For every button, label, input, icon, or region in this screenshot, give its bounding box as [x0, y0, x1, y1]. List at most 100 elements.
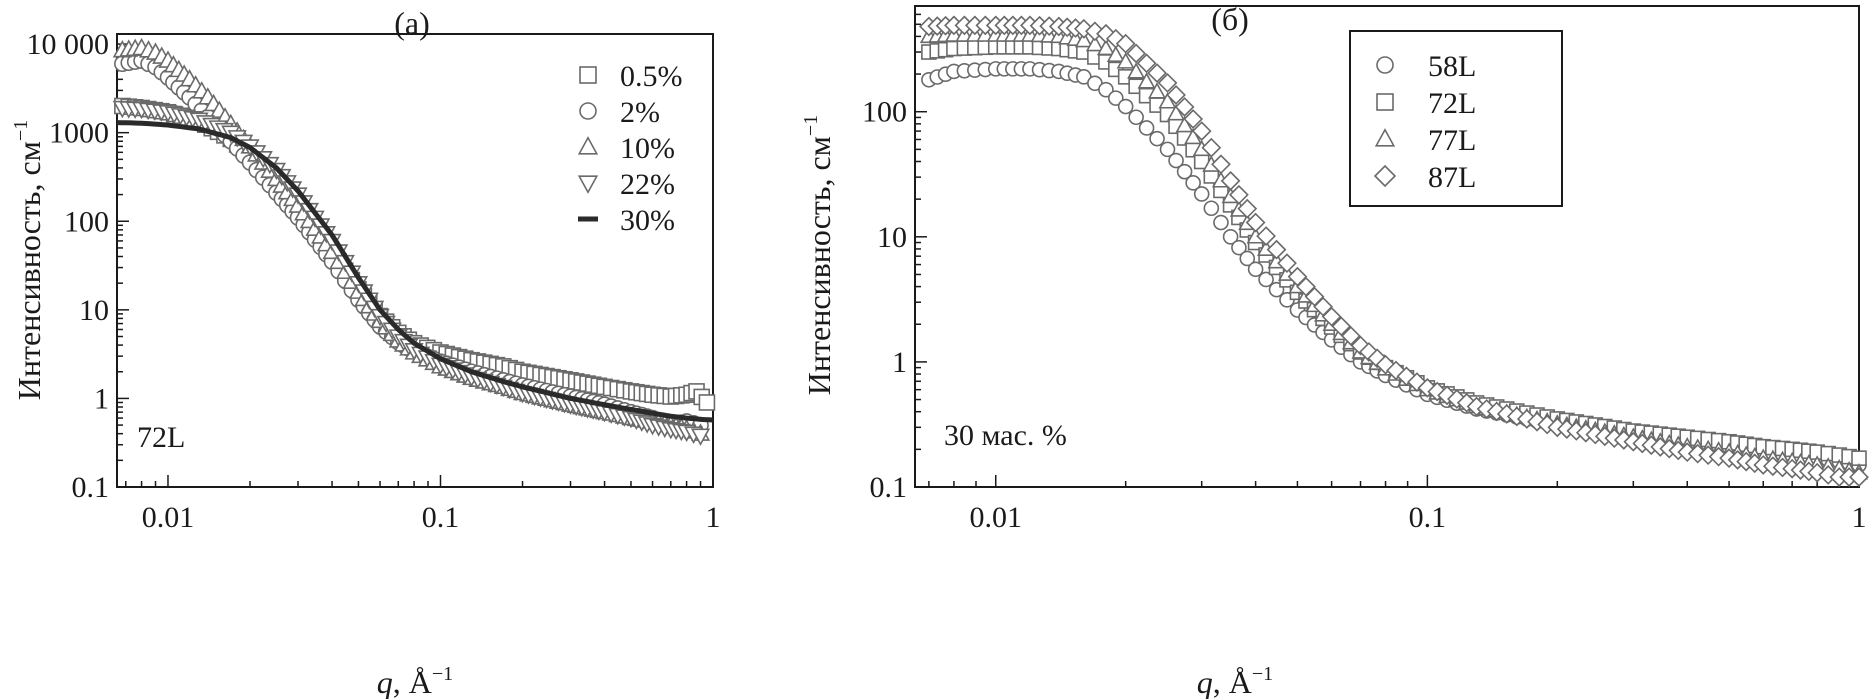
- data-point: [1213, 214, 1229, 231]
- data-point: [1127, 62, 1146, 79]
- data-point: [1074, 30, 1093, 48]
- data-point: [1341, 326, 1361, 346]
- data-point: [1245, 212, 1266, 233]
- y-tick-label: 0.1: [870, 471, 908, 504]
- data-point: [1247, 261, 1264, 278]
- legend-marker: [1373, 164, 1397, 188]
- series-30%: [116, 120, 714, 423]
- data-point: [1331, 316, 1352, 337]
- y-tick-label: 10: [877, 221, 907, 254]
- x-tick-label: 0.1: [1409, 501, 1447, 534]
- y-tick-label: 100: [64, 205, 109, 238]
- data-point: [1167, 103, 1186, 121]
- x-tick-label: 1: [1852, 501, 1867, 534]
- x-tick-label: 1: [706, 501, 721, 534]
- data-point: [1220, 170, 1241, 191]
- legend-item: 10%: [577, 132, 675, 165]
- legend-item: 72L: [1376, 87, 1476, 120]
- data-point: [1174, 97, 1195, 117]
- legend-item: 0.5%: [579, 60, 683, 93]
- data-point: [1108, 90, 1124, 106]
- panel-b-y-axis-label-text: Интенсивность, см: [801, 136, 837, 395]
- data-point: [1157, 73, 1178, 93]
- legend-label: 58L: [1428, 50, 1476, 83]
- legend-label: 0.5%: [620, 60, 683, 93]
- data-point: [690, 428, 711, 446]
- data-point: [1137, 72, 1156, 89]
- x-tick-label: 0.01: [142, 501, 195, 534]
- panel-a-y-axis-label: Интенсивность, см−1: [10, 120, 47, 400]
- data-point: [1191, 121, 1212, 141]
- panel-b-x-axis-label: q, Å−1: [1197, 663, 1273, 699]
- legend-label: 2%: [620, 96, 660, 129]
- data-point: [1266, 239, 1287, 260]
- data-point: [1106, 45, 1125, 62]
- data-point: [1098, 81, 1114, 98]
- data-point: [1176, 163, 1193, 180]
- data-point: [1096, 38, 1115, 56]
- data-point: [1222, 229, 1239, 245]
- legend-marker: [1374, 128, 1396, 147]
- y-tick-label: 1: [94, 382, 109, 415]
- panel-b-x-axis-label-var: q: [1197, 664, 1213, 699]
- legend-label: 77L: [1428, 124, 1476, 157]
- legend-label: 22%: [620, 168, 675, 201]
- panel-a-y-axis-label-text: Интенсивность, см: [11, 141, 47, 400]
- legend-item: 30%: [578, 204, 675, 237]
- panel-b-legend: 58L 72L 77L 87L: [1373, 50, 1476, 194]
- legend-marker: [577, 136, 599, 155]
- data-point: [1085, 34, 1104, 52]
- data-point: [1185, 175, 1201, 191]
- y-tick-label: 100: [862, 96, 907, 129]
- panel-b-x-axis-label-unit: , Å: [1213, 664, 1252, 699]
- legend-item: 22%: [577, 168, 675, 201]
- series-87L: [919, 15, 1869, 487]
- legend-marker: [1376, 93, 1394, 111]
- data-point: [1849, 467, 1869, 487]
- data-point: [1258, 271, 1274, 288]
- legend-item: 58L: [1376, 50, 1476, 83]
- panel-a-title: (а): [394, 5, 430, 41]
- panel-a-legend: 0.5%2%10%22%30%: [577, 60, 683, 237]
- data-point: [1193, 186, 1210, 202]
- panel-a-x-axis-label-var: q: [377, 664, 393, 699]
- data-point: [1184, 127, 1203, 145]
- data-point: [1148, 82, 1167, 99]
- data-point: [1128, 109, 1144, 126]
- panel-b-plot-frame: [914, 5, 1860, 488]
- data-point: [1321, 306, 1342, 327]
- panel-b-y-axis-label-exp: −1: [800, 115, 822, 136]
- data-point: [1168, 152, 1184, 169]
- data-point: [1183, 109, 1204, 129]
- panel-b-x-axis-label-exp: −1: [1252, 663, 1273, 685]
- legend-label: 30%: [620, 204, 675, 237]
- data-point: [1256, 226, 1276, 246]
- data-point: [1203, 200, 1220, 217]
- y-tick-label: 10: [79, 294, 109, 327]
- legend-marker: [579, 66, 597, 84]
- legend-item: 87L: [1373, 161, 1476, 194]
- panel-b-series: [919, 15, 1869, 487]
- legend-marker: [579, 102, 597, 120]
- y-tick-label: 0.1: [72, 471, 110, 504]
- data-point: [1201, 137, 1222, 158]
- panel-b-tick-labels: 0.01 0.1 1 0.1 1 10 100: [862, 96, 1867, 534]
- data-point: [1116, 52, 1135, 69]
- data-point: [1159, 141, 1176, 158]
- y-tick-label: 1000: [49, 117, 109, 150]
- panel-b-y-axis-label: Интенсивность, см−1: [800, 115, 837, 395]
- panel-a-y-axis-label-exp: −1: [10, 120, 32, 141]
- panel-b-annotation: 30 мас. %: [944, 419, 1067, 452]
- legend-marker: [577, 175, 599, 194]
- series-line: [116, 120, 714, 423]
- panel-a-x-axis-label-unit: , Å: [393, 664, 432, 699]
- data-point: [1237, 198, 1258, 219]
- data-point: [1231, 239, 1247, 256]
- legend-marker: [1376, 56, 1394, 74]
- data-point: [1175, 115, 1194, 133]
- y-tick-label: 10 000: [27, 28, 110, 61]
- data-point: [1138, 120, 1155, 136]
- data-point: [1239, 250, 1256, 267]
